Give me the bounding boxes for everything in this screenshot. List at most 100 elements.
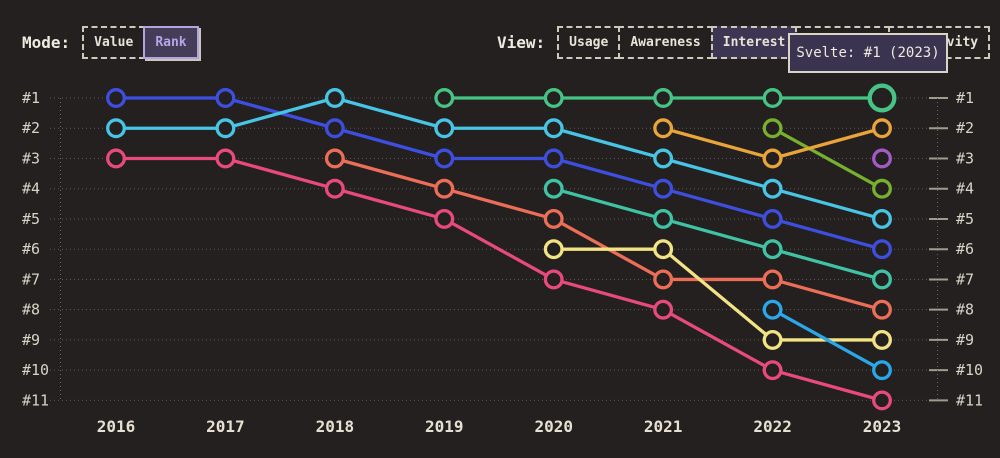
data-point-Svelte-2023[interactable] bbox=[867, 83, 897, 113]
data-point-pink-series-2019[interactable] bbox=[434, 209, 455, 229]
data-point-purple-series-2023[interactable] bbox=[872, 148, 892, 169]
data-point-coral-series-2020[interactable] bbox=[543, 209, 564, 229]
year-label-2018: 2018 bbox=[316, 417, 355, 436]
right-rank-label: #11 bbox=[956, 391, 983, 409]
data-point-pink-series-2021[interactable] bbox=[653, 299, 674, 320]
right-rank-label: #10 bbox=[956, 361, 983, 379]
data-point-blue-series-2019[interactable] bbox=[434, 148, 455, 169]
series-line-pink-series bbox=[114, 156, 884, 403]
data-point-teal-series-2020[interactable] bbox=[543, 178, 564, 199]
data-point-sky-series-2022[interactable] bbox=[762, 299, 783, 320]
view-option-usage[interactable]: Usage bbox=[557, 26, 621, 59]
right-rank-label: #2 bbox=[956, 119, 974, 137]
data-point-orange-series-2021[interactable] bbox=[653, 118, 674, 139]
year-label-2016: 2016 bbox=[97, 417, 136, 436]
left-rank-label: #3 bbox=[22, 149, 40, 167]
mode-option-value[interactable]: Value bbox=[82, 26, 146, 59]
data-point-blue-series-2022[interactable] bbox=[762, 209, 783, 229]
data-point-sky-series-2023[interactable] bbox=[872, 360, 892, 381]
data-point-Svelte-2022[interactable] bbox=[762, 88, 783, 108]
left-rank-label: #2 bbox=[22, 119, 40, 137]
left-rank-label: #11 bbox=[22, 391, 49, 409]
data-point-yellow-series-2023[interactable] bbox=[872, 329, 892, 350]
left-rank-label: #4 bbox=[22, 180, 40, 198]
data-point-cyan-series-2016[interactable] bbox=[106, 118, 126, 139]
data-point-blue-series-2020[interactable] bbox=[543, 148, 564, 169]
right-rank-label: #6 bbox=[956, 240, 974, 258]
data-point-yellow-series-2021[interactable] bbox=[653, 239, 674, 260]
left-rank-label: #8 bbox=[22, 301, 40, 319]
left-rank-label: #10 bbox=[22, 361, 49, 379]
data-point-pink-series-2018[interactable] bbox=[324, 178, 345, 199]
data-point-cyan-series-2022[interactable] bbox=[762, 178, 783, 199]
data-point-coral-series-2018[interactable] bbox=[324, 148, 345, 169]
series-line-cyan-series bbox=[114, 96, 884, 221]
year-label-2022: 2022 bbox=[753, 417, 792, 436]
data-point-teal-series-2022[interactable] bbox=[762, 239, 783, 260]
data-point-cyan-series-2020[interactable] bbox=[543, 118, 564, 139]
data-point-blue-series-2023[interactable] bbox=[872, 239, 892, 260]
data-point-lime-series-2023[interactable] bbox=[872, 178, 892, 199]
right-rank-label: #8 bbox=[956, 301, 974, 319]
data-point-orange-series-2022[interactable] bbox=[762, 148, 783, 169]
right-rank-label: #3 bbox=[956, 149, 974, 167]
series-line-coral-series bbox=[333, 156, 884, 312]
data-point-lime-series-2022[interactable] bbox=[762, 118, 783, 139]
right-rank-label: #1 bbox=[956, 89, 974, 107]
left-rank-label: #1 bbox=[22, 89, 40, 107]
data-point-pink-series-2016[interactable] bbox=[106, 148, 126, 169]
left-rank-label: #7 bbox=[22, 270, 40, 288]
tooltip-text: Svelte: #1 (2023) bbox=[796, 45, 940, 61]
data-point-cyan-series-2017[interactable] bbox=[215, 118, 236, 139]
right-rank-label: #9 bbox=[956, 331, 974, 349]
mode-label: Mode: bbox=[22, 33, 71, 52]
series-line-lime-series bbox=[770, 126, 884, 191]
data-point-blue-series-2021[interactable] bbox=[653, 178, 674, 199]
year-label-2023: 2023 bbox=[863, 417, 902, 436]
year-label-2020: 2020 bbox=[534, 417, 573, 436]
left-rank-label: #5 bbox=[22, 210, 40, 228]
left-rank-label: #6 bbox=[22, 240, 40, 258]
data-point-blue-series-2018[interactable] bbox=[324, 118, 345, 139]
mode-option-rank[interactable]: Rank bbox=[143, 26, 199, 59]
series-line-teal-series bbox=[552, 187, 884, 282]
mode-toggle-group: Mode: Value Rank bbox=[22, 26, 199, 59]
data-point-pink-series-2020[interactable] bbox=[543, 269, 564, 290]
data-point-cyan-series-2018[interactable] bbox=[324, 88, 345, 108]
year-label-2019: 2019 bbox=[425, 417, 464, 436]
year-label-2017: 2017 bbox=[206, 417, 245, 436]
data-point-Svelte-2020[interactable] bbox=[543, 88, 564, 108]
mode-button-row: Value Rank bbox=[82, 26, 199, 59]
tooltip: Svelte: #1 (2023) bbox=[788, 33, 948, 73]
data-point-blue-series-2017[interactable] bbox=[215, 88, 236, 108]
right-rank-label: #7 bbox=[956, 270, 974, 288]
data-point-pink-series-2017[interactable] bbox=[215, 148, 236, 169]
data-point-Svelte-2021[interactable] bbox=[653, 88, 674, 108]
data-point-teal-series-2023[interactable] bbox=[872, 269, 892, 290]
right-rank-label: #5 bbox=[956, 210, 974, 228]
data-point-cyan-series-2021[interactable] bbox=[653, 148, 674, 169]
data-point-orange-series-2023[interactable] bbox=[872, 118, 892, 139]
data-point-Svelte-2019[interactable] bbox=[434, 88, 455, 108]
data-point-pink-series-2022[interactable] bbox=[762, 360, 783, 381]
view-label: View: bbox=[497, 33, 546, 52]
data-point-blue-series-2016[interactable] bbox=[106, 88, 126, 108]
data-point-yellow-series-2022[interactable] bbox=[762, 329, 783, 350]
data-point-coral-series-2019[interactable] bbox=[434, 178, 455, 199]
data-point-coral-series-2021[interactable] bbox=[653, 269, 674, 290]
series-line-blue-series bbox=[114, 96, 884, 251]
view-option-interest[interactable]: Interest bbox=[710, 26, 798, 59]
year-label-2021: 2021 bbox=[644, 417, 683, 436]
series-line-sky-series bbox=[770, 308, 884, 372]
left-rank-label: #9 bbox=[22, 331, 40, 349]
data-point-coral-series-2023[interactable] bbox=[872, 299, 892, 320]
data-point-pink-series-2023[interactable] bbox=[872, 390, 892, 411]
data-point-coral-series-2022[interactable] bbox=[762, 269, 783, 290]
view-option-awareness[interactable]: Awareness bbox=[618, 26, 713, 59]
data-point-teal-series-2021[interactable] bbox=[653, 209, 674, 229]
data-point-yellow-series-2020[interactable] bbox=[543, 239, 564, 260]
data-point-cyan-series-2023[interactable] bbox=[872, 209, 892, 229]
data-point-cyan-series-2019[interactable] bbox=[434, 118, 455, 139]
